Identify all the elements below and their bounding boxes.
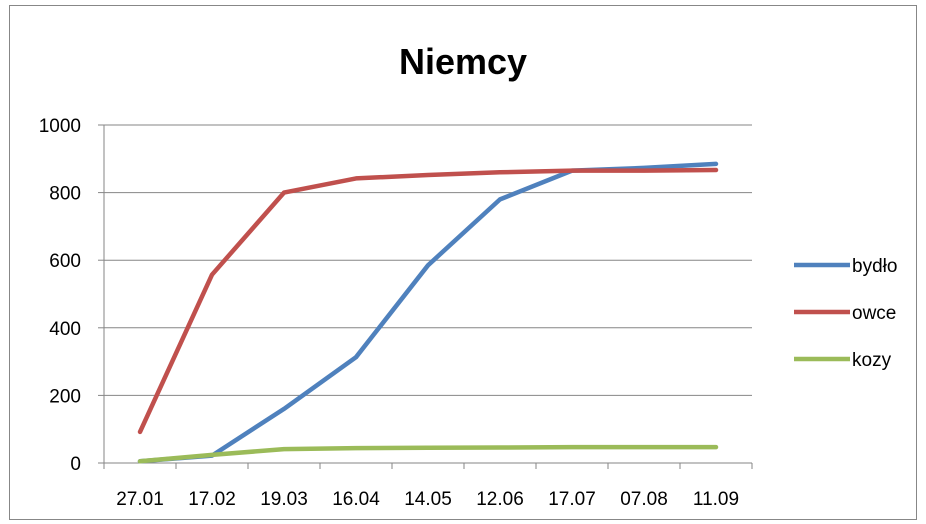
x-tick-label: 19.03 xyxy=(260,489,308,510)
y-tick-label: 400 xyxy=(49,319,81,340)
chart-title: Niemcy xyxy=(398,41,528,82)
x-tick-label: 14.05 xyxy=(404,489,452,510)
legend-label: kozy xyxy=(852,350,892,371)
series-line xyxy=(137,161,719,464)
y-tick-labels: 0 200 400 600 800 1000 xyxy=(39,116,81,475)
legend: bydło owce kozy xyxy=(794,256,897,371)
series-line xyxy=(137,444,719,464)
y-tick-label: 1000 xyxy=(39,116,81,137)
x-tick-label: 27.01 xyxy=(116,489,164,510)
x-tick-label: 12.06 xyxy=(476,489,524,510)
x-tick-label: 16.04 xyxy=(332,489,380,510)
x-tick-label: 07.08 xyxy=(620,489,668,510)
x-tick-label: 17.02 xyxy=(188,489,236,510)
gridlines xyxy=(104,124,752,396)
x-tick-label: 11.09 xyxy=(693,489,739,510)
x-tick-label: 17.07 xyxy=(548,489,596,510)
series-lines xyxy=(137,161,719,464)
legend-label: owce xyxy=(852,303,896,324)
y-tick-label: 800 xyxy=(49,184,81,205)
x-tick-labels: 27.01 17.02 19.03 16.04 14.05 12.06 17.07 07.08… xyxy=(116,489,739,510)
y-tick-label: 200 xyxy=(49,386,81,407)
legend-label: bydło xyxy=(852,256,897,277)
axes xyxy=(98,124,753,469)
chart-frame xyxy=(9,5,917,520)
y-tick-label: 0 xyxy=(70,454,81,475)
series-line xyxy=(137,167,719,435)
y-tick-label: 600 xyxy=(49,251,81,272)
